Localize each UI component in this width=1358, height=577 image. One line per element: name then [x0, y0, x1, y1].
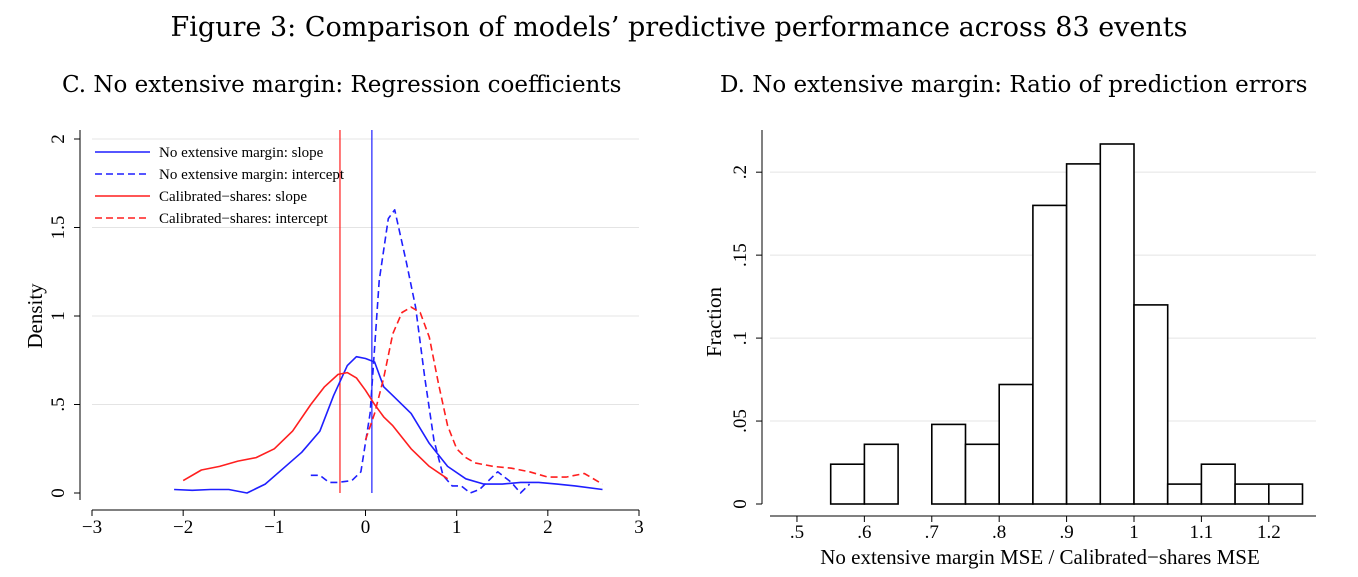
y-tick-label: 1.5 [48, 216, 69, 240]
histogram-bar [1268, 483, 1304, 505]
x-tick-label: −2 [173, 517, 193, 538]
x-axis-label: No extensive margin MSE / Calibrated−sha… [820, 545, 1260, 569]
histogram-bar [1166, 483, 1203, 505]
histogram-bar [829, 463, 866, 505]
y-tick-label: .5 [48, 397, 69, 411]
x-tick-label: 1 [1129, 522, 1139, 543]
histogram-bar [863, 443, 899, 505]
x-tick-label: 1.1 [1190, 522, 1214, 543]
x-tick-label: .9 [1059, 522, 1073, 543]
x-tick-label: 1 [452, 517, 462, 538]
y-tick-label: .15 [730, 243, 751, 267]
legend-label: No extensive margin: slope [159, 145, 324, 161]
panel-d-title: D. No extensive margin: Ratio of predict… [720, 72, 1308, 98]
histogram-bar [1234, 483, 1270, 505]
panel-c-density-chart: 0 .5 1 1.5 2 −3 −2 −1 0 1 2 3 Density No extensive ma… [23, 130, 644, 538]
y-tick-label: 1 [48, 311, 69, 321]
x-tick-label: −3 [82, 517, 102, 538]
histogram-bar [1065, 163, 1102, 505]
histogram-bar [1099, 143, 1135, 505]
x-tick-label: .6 [857, 522, 871, 543]
legend-label: Calibrated−shares: intercept [159, 211, 329, 227]
x-tick-label: 0 [361, 517, 371, 538]
density-series-line [174, 355, 603, 494]
y-tick-label: .05 [730, 409, 751, 433]
x-tick-label: .7 [925, 522, 939, 543]
histogram-bar [964, 443, 1001, 505]
y-axis-label: Density [23, 283, 47, 349]
x-tick-label: 3 [634, 517, 644, 538]
legend-label: No extensive margin: intercept [159, 167, 345, 183]
y-tick-label: 0 [730, 499, 751, 509]
density-series-line [182, 371, 449, 482]
x-tick-label: −1 [264, 517, 284, 538]
density-series-line [364, 306, 603, 485]
histogram-bar [998, 383, 1034, 505]
y-axis-label: Fraction [702, 287, 726, 357]
y-tick-label: 2 [48, 134, 69, 144]
y-tick-label: .1 [730, 331, 751, 345]
density-series-line [310, 209, 531, 494]
y-tick-label: 0 [48, 488, 69, 498]
x-tick-label: 2 [543, 517, 553, 538]
x-tick-label: 1.2 [1257, 522, 1281, 543]
x-tick-label: .5 [790, 522, 804, 543]
histogram-bar [1200, 463, 1236, 505]
legend-label: Calibrated−shares: slope [159, 189, 307, 205]
x-tick-label: .8 [992, 522, 1006, 543]
panel-d-histogram: 0 .05 .1 .15 .2 .5 .6 .7 .8 .9 1 1.1 1.2 Fraction No e… [702, 130, 1316, 569]
panel-c-title: C. No extensive margin: Regression coeff… [62, 72, 622, 98]
histogram-bar [1133, 304, 1169, 505]
y-tick-label: .2 [730, 165, 751, 179]
figure-title: Figure 3: Comparison of models’ predicti… [170, 12, 1188, 43]
histogram-bar [1032, 204, 1068, 505]
histogram-bar [930, 423, 967, 505]
